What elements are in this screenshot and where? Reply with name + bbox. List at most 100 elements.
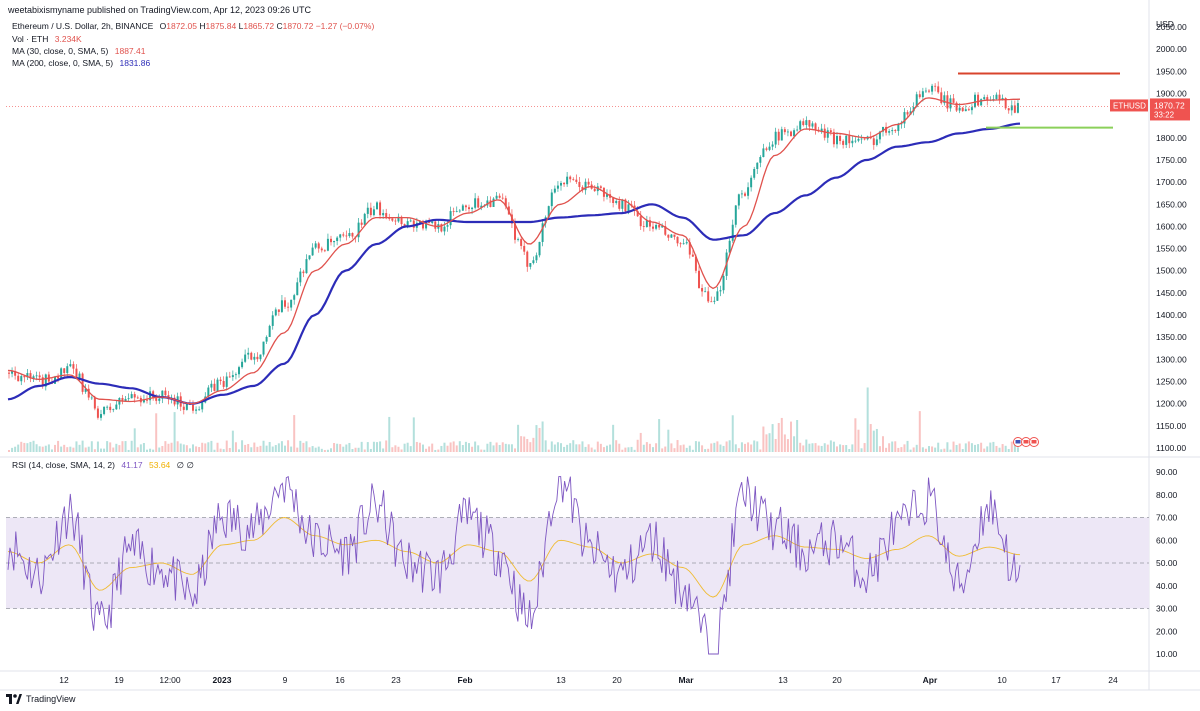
candle-body: [127, 398, 130, 400]
volume-bar: [247, 443, 250, 452]
candle-body: [872, 138, 875, 145]
volume-bar: [961, 449, 964, 452]
candle-body: [422, 220, 424, 229]
price-tick: 2050.00: [1156, 22, 1187, 32]
candle-body: [1007, 108, 1010, 111]
candle-body: [461, 205, 464, 211]
volume-bar: [627, 447, 630, 452]
volume-bar: [452, 441, 455, 452]
ma30-value: 1887.41: [114, 46, 146, 56]
price-tick: 2000.00: [1156, 44, 1187, 54]
candle-body: [563, 182, 566, 185]
volume-bar: [489, 441, 492, 452]
volume-bar: [477, 445, 480, 452]
candle-body: [385, 213, 388, 219]
candle-body: [955, 102, 958, 111]
candle-body: [372, 209, 375, 216]
tradingview-footer[interactable]: TradingView: [6, 694, 76, 704]
volume-bar: [274, 445, 277, 452]
time-label: 17: [1051, 675, 1061, 685]
volume-bar: [777, 422, 780, 452]
ma30-legend[interactable]: MA (30, close, 0, SMA, 5) 1887.41: [12, 46, 145, 56]
candle-body: [195, 409, 198, 411]
candle-body: [1001, 98, 1004, 100]
volume-bar: [716, 441, 719, 452]
candle-body: [679, 243, 682, 245]
countdown-tag: 33:22: [1154, 110, 1175, 119]
volume-bar: [832, 441, 835, 452]
volume-bar: [863, 443, 866, 452]
volume-bar: [57, 440, 60, 452]
candle-body: [716, 291, 719, 301]
candle-body: [32, 376, 35, 379]
candle-body: [811, 123, 814, 127]
candle-body: [722, 275, 725, 291]
volume-bar: [928, 446, 930, 452]
candle-body: [553, 188, 556, 193]
volume-bar: [906, 440, 909, 452]
volume-bar: [974, 444, 976, 452]
volume-value: 3.234K: [54, 34, 82, 44]
volume-bar: [495, 442, 498, 452]
candle-body: [750, 177, 753, 188]
volume-bar: [609, 444, 612, 452]
volume-bar: [434, 449, 437, 452]
rsi-legend[interactable]: RSI (14, close, SMA, 14, 2) 41.17 53.64 …: [12, 460, 194, 471]
candle-body: [618, 200, 621, 209]
candle-body: [14, 371, 17, 376]
candle-body: [977, 94, 980, 106]
volume-legend[interactable]: Vol · ETH 3.234K: [12, 34, 82, 44]
rsi-tick: 20.00: [1156, 626, 1178, 636]
candle-body: [832, 132, 835, 145]
candle-body: [23, 376, 26, 378]
ma200-legend[interactable]: MA (200, close, 0, SMA, 5) 1831.86: [12, 58, 150, 68]
tradingview-logo-icon: [6, 694, 22, 704]
candle-body: [382, 213, 385, 216]
volume-bar: [360, 441, 363, 452]
volume-bar: [244, 444, 247, 452]
candle-body: [529, 263, 532, 267]
volume-bar: [241, 440, 244, 452]
volume-bar: [731, 415, 734, 452]
candle-body: [783, 129, 786, 133]
volume-bar: [737, 448, 740, 452]
candle-body: [961, 107, 964, 112]
volume-bar: [320, 448, 323, 452]
candle-body: [446, 225, 449, 227]
volume-bar: [238, 449, 240, 452]
volume-bar: [685, 447, 688, 452]
candle-body: [829, 130, 832, 133]
candle-body: [256, 356, 259, 360]
candle-body: [903, 112, 906, 124]
candle-body: [250, 352, 253, 360]
volume-bar: [851, 444, 854, 452]
candle-body: [857, 138, 860, 141]
volume-bar: [75, 441, 78, 452]
candle-body: [848, 135, 851, 144]
volume-bar: [514, 448, 516, 452]
volume-bar: [572, 440, 575, 452]
candle-body: [210, 383, 213, 388]
volume-bar: [302, 442, 305, 452]
candle-body: [234, 374, 237, 376]
volume-bar: [458, 441, 461, 452]
volume-bar: [336, 443, 339, 452]
rsi-ma-value: 53.64: [149, 460, 171, 470]
candle-body: [514, 223, 516, 240]
candle-body: [357, 222, 360, 238]
candle-body: [952, 98, 955, 103]
candle-body: [330, 238, 332, 243]
candle-body: [655, 224, 658, 229]
volume-bar: [354, 447, 357, 452]
volume-bar: [388, 416, 391, 452]
volume-bar: [277, 443, 280, 452]
flag-icon: [1015, 440, 1021, 444]
symbol-legend[interactable]: Ethereum / U.S. Dollar, 2h, BINANCE O187…: [12, 21, 374, 31]
volume-bar: [885, 447, 888, 452]
candle-body: [520, 239, 523, 246]
volume-bar: [142, 442, 145, 452]
candle-body: [265, 336, 268, 342]
volume-bar: [250, 447, 253, 452]
volume-bar: [790, 421, 792, 452]
